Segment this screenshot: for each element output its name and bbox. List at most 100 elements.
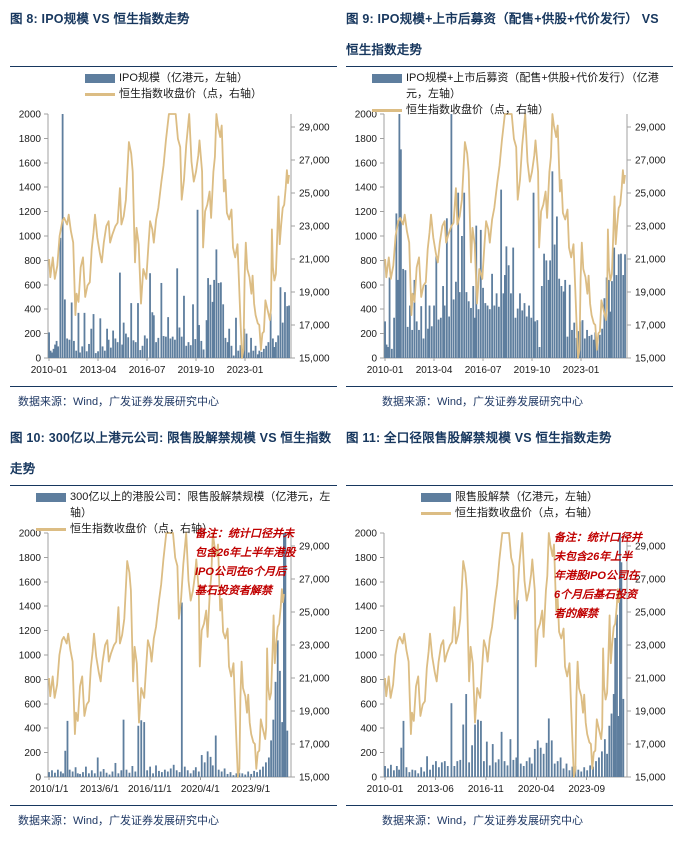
axis-labels: 0 200 400 600 800 1000 1200 1400 1600 1800 2000 15,… <box>19 529 330 796</box>
bar-series-label: 300亿以上的港股公司：限售股解禁规模（亿港元，左轴） <box>70 491 331 519</box>
source-rule <box>10 386 337 387</box>
line-series-swatch-icon <box>372 109 402 112</box>
svg-text:17,000: 17,000 <box>299 740 330 751</box>
bar-series <box>48 114 290 358</box>
source-rule <box>346 805 673 806</box>
svg-text:400: 400 <box>24 724 41 735</box>
hsi-line-series <box>384 113 626 359</box>
svg-text:1000: 1000 <box>19 232 42 243</box>
svg-text:1600: 1600 <box>355 577 378 588</box>
title-rule <box>10 485 337 486</box>
line-series-label: 恒生指数收盘价（点，右轴） <box>119 88 262 100</box>
bar-series-swatch-icon <box>372 74 402 83</box>
figure-8-chart-canvas: 0 200 400 600 800 1000 1200 1400 1600 1800 2000 15,… <box>19 110 330 377</box>
legend-item-line: 恒生指数收盘价（点，右轴） <box>421 505 598 521</box>
line-series-swatch-icon <box>85 93 115 96</box>
hsi-line-series <box>48 532 285 778</box>
svg-text:1600: 1600 <box>19 577 42 588</box>
svg-text:19,000: 19,000 <box>299 707 330 718</box>
svg-text:2013-04: 2013-04 <box>80 365 117 376</box>
bar-series-label: 限售股解禁（亿港元，左轴） <box>455 491 598 503</box>
svg-text:17,000: 17,000 <box>299 321 330 332</box>
svg-text:27,000: 27,000 <box>299 575 330 586</box>
svg-text:200: 200 <box>360 748 377 759</box>
figure-9-chart-canvas: 0 200 400 600 800 1000 1200 1400 1600 1800 2000 15,… <box>355 110 666 377</box>
svg-text:2020-04: 2020-04 <box>518 784 555 795</box>
svg-text:17,000: 17,000 <box>635 740 666 751</box>
svg-text:1200: 1200 <box>19 207 42 218</box>
svg-text:600: 600 <box>360 699 377 710</box>
svg-text:1600: 1600 <box>355 158 378 169</box>
bar-series <box>384 114 626 358</box>
svg-text:0: 0 <box>371 354 377 365</box>
svg-text:29,000: 29,000 <box>635 123 666 134</box>
bar-series-label: IPO规模+上市后募资（配售+供股+代价发行）（亿港元，左轴） <box>406 72 659 100</box>
svg-text:29,000: 29,000 <box>635 542 666 553</box>
svg-text:1400: 1400 <box>19 602 42 613</box>
legend-item-line: 恒生指数收盘价（点，右轴） <box>372 102 673 118</box>
svg-text:15,000: 15,000 <box>635 354 666 365</box>
svg-text:15,000: 15,000 <box>635 773 666 784</box>
svg-text:23,000: 23,000 <box>635 222 666 233</box>
title-rule <box>10 66 337 67</box>
axis-labels: 0 200 400 600 800 1000 1200 1400 1600 1800 2000 15,… <box>19 110 330 377</box>
svg-text:25,000: 25,000 <box>299 189 330 200</box>
svg-text:1600: 1600 <box>19 158 42 169</box>
figure-9-legend: IPO规模+上市后募资（配售+供股+代价发行）（亿港元，左轴） 恒生指数收盘价（… <box>346 70 673 116</box>
svg-text:2016-11: 2016-11 <box>468 784 504 795</box>
figure-11-note: 备注：统计口径并未包含26年上半年港股IPO公司在6个月后基石投资者的解禁 <box>554 532 642 620</box>
svg-text:27,000: 27,000 <box>299 156 330 167</box>
svg-text:27,000: 27,000 <box>635 156 666 167</box>
figure-8-legend: IPO规模（亿港元，左轴） 恒生指数收盘价（点，右轴） <box>10 70 337 106</box>
legend-item-bar: IPO规模+上市后募资（配售+供股+代价发行）（亿港元，左轴） <box>372 70 673 102</box>
svg-text:1000: 1000 <box>19 651 42 662</box>
svg-text:1800: 1800 <box>19 134 42 145</box>
svg-text:2000: 2000 <box>355 529 378 540</box>
axis-labels: 0 200 400 600 800 1000 1200 1400 1600 1800 2000 15,… <box>355 110 666 377</box>
svg-text:200: 200 <box>24 748 41 759</box>
figure-11-source-row: 数据来源：Wind，广发证券发展研究中心 <box>346 805 673 830</box>
figure-11-legend: 限售股解禁（亿港元，左轴） 恒生指数收盘价（点，右轴） <box>346 489 673 525</box>
figure-11-source: 数据来源：Wind，广发证券发展研究中心 <box>382 815 584 827</box>
svg-text:23,000: 23,000 <box>299 641 330 652</box>
svg-text:1200: 1200 <box>355 626 378 637</box>
title-rule <box>346 66 673 67</box>
svg-text:400: 400 <box>360 305 377 316</box>
figure-9-plot: 0 200 400 600 800 1000 1200 1400 1600 1800 2000 15,… <box>346 106 673 384</box>
svg-text:0: 0 <box>371 773 377 784</box>
figure-8-title: 图 8: IPO规模 VS 恒生指数走势 <box>10 12 190 26</box>
figure-10-title: 图 10: 300亿以上港元公司: 限售股解禁规模 VS 恒生指数走势 <box>10 431 332 476</box>
svg-text:400: 400 <box>24 305 41 316</box>
svg-text:200: 200 <box>24 329 41 340</box>
svg-text:2019-10: 2019-10 <box>178 365 215 376</box>
figure-11-title: 图 11: 全口径限售股解禁规模 VS 恒生指数走势 <box>346 431 612 445</box>
svg-text:1200: 1200 <box>355 207 378 218</box>
figure-11-block: 图 11: 全口径限售股解禁规模 VS 恒生指数走势 限售股解禁（亿港元，左轴）… <box>346 423 673 830</box>
legend-item-bar: 300亿以上的港股公司：限售股解禁规模（亿港元，左轴） <box>36 489 337 521</box>
line-series-label: 恒生指数收盘价（点，右轴） <box>455 507 598 519</box>
figure-10-block: 图 10: 300亿以上港元公司: 限售股解禁规模 VS 恒生指数走势 300亿… <box>10 423 337 830</box>
bar-series-swatch-icon <box>85 74 115 83</box>
svg-text:2010/1/1: 2010/1/1 <box>30 784 69 795</box>
svg-text:25,000: 25,000 <box>635 189 666 200</box>
svg-text:17,000: 17,000 <box>635 321 666 332</box>
figure-10-source: 数据来源：Wind，广发证券发展研究中心 <box>18 815 220 827</box>
hsi-line-series <box>384 532 621 778</box>
figure-9-source-row: 数据来源：Wind，广发证券发展研究中心 <box>346 386 673 411</box>
svg-text:200: 200 <box>360 329 377 340</box>
svg-text:1000: 1000 <box>355 232 378 243</box>
svg-text:25,000: 25,000 <box>635 608 666 619</box>
svg-text:21,000: 21,000 <box>635 674 666 685</box>
svg-text:2010-01: 2010-01 <box>367 784 404 795</box>
figure-9-title: 图 9: IPO规模+上市后募资（配售+供股+代价发行） VS 恒生指数走势 <box>346 12 659 57</box>
svg-text:2016-07: 2016-07 <box>465 365 502 376</box>
axis-labels: 0 200 400 600 800 1000 1200 1400 1600 1800 2000 15,… <box>355 529 666 796</box>
source-rule <box>346 386 673 387</box>
figure-10-chart-canvas: 0 200 400 600 800 1000 1200 1400 1600 1800 2000 15,… <box>19 529 330 796</box>
svg-text:2000: 2000 <box>355 110 378 121</box>
legend-item-line: 恒生指数收盘价（点，右轴） <box>36 521 337 537</box>
bar-series <box>384 533 625 777</box>
svg-text:1800: 1800 <box>19 553 42 564</box>
svg-text:19,000: 19,000 <box>299 288 330 299</box>
